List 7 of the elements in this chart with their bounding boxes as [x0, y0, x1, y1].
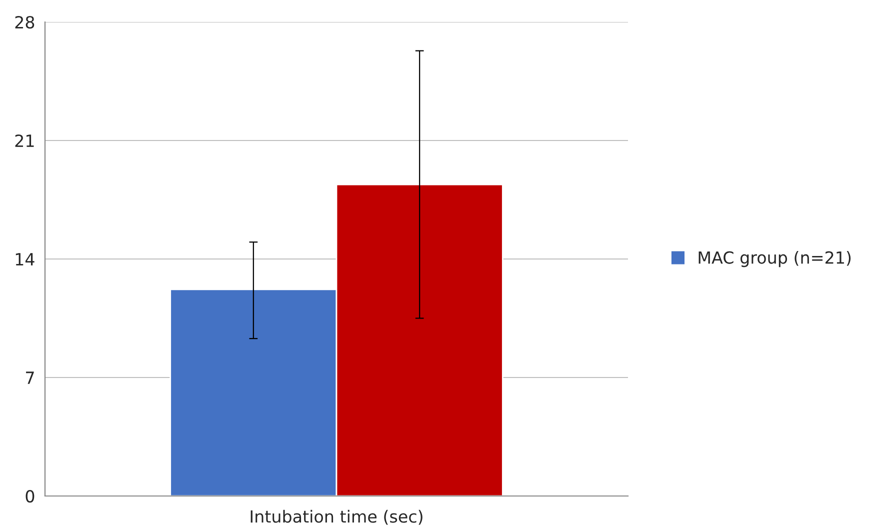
y-tick-label: 14 [16, 253, 34, 266]
y-tick-label: 28 [15, 16, 34, 29]
y-tick-label: 21 [15, 134, 34, 147]
x-tick-label: Intubation time (sec) [250, 510, 422, 525]
y-tick-label: 7 [26, 372, 34, 384]
y-tick-label: 0 [26, 490, 34, 503]
legend-label: MAC group (n=21) [698, 250, 851, 268]
